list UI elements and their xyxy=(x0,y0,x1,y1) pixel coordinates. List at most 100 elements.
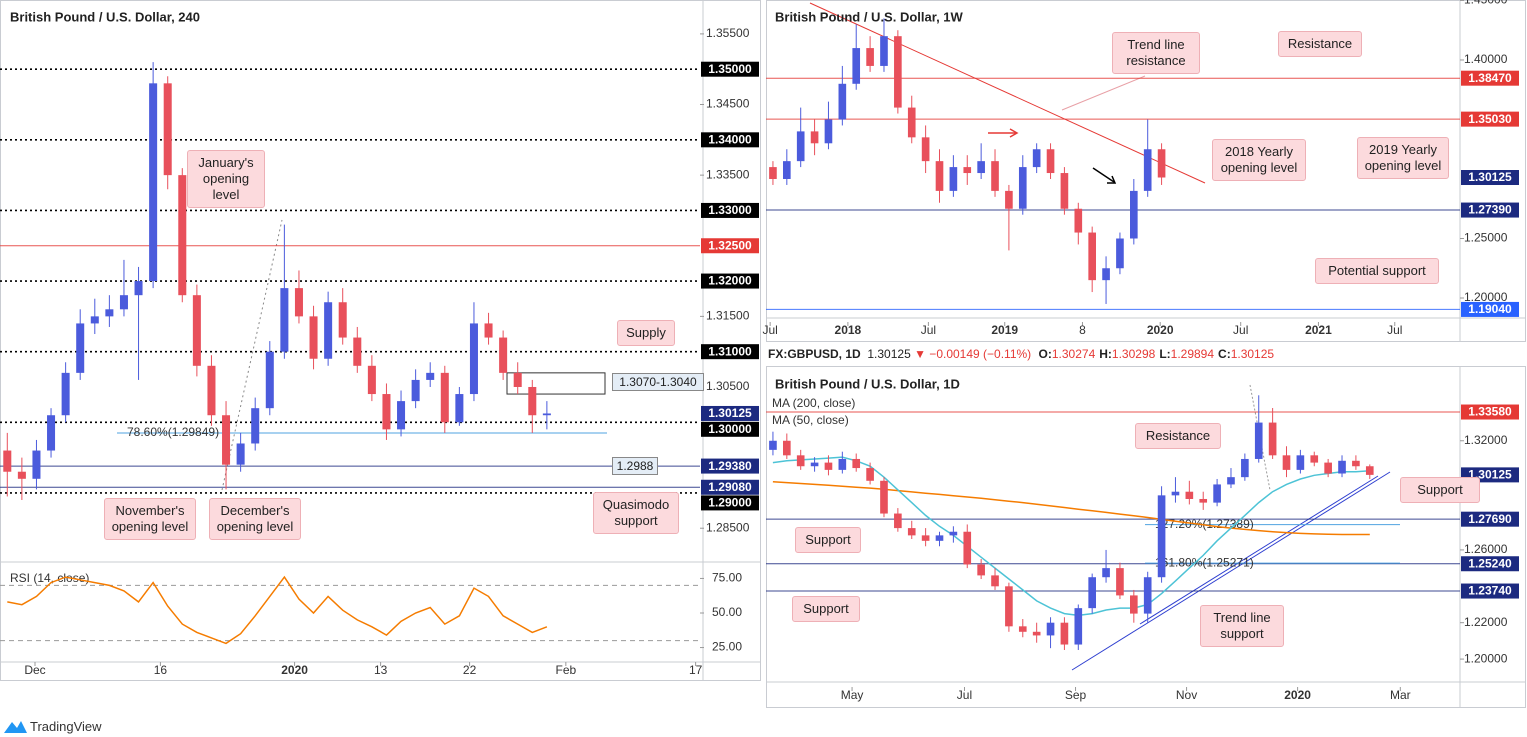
candle-body xyxy=(1032,631,1041,636)
price-label-bg xyxy=(1461,70,1519,86)
legend-entry: MA (200, close) xyxy=(772,396,855,410)
y-tick-label: 1.30500 xyxy=(706,379,750,393)
candle-body xyxy=(1005,190,1013,209)
candle-body xyxy=(367,365,376,395)
y-tick-label: 1.33500 xyxy=(706,167,750,181)
price-label-bg xyxy=(701,479,759,495)
candle-body xyxy=(1296,455,1305,470)
x-tick-label: Sep xyxy=(1065,688,1087,702)
y-tick-label: 1.22000 xyxy=(1464,615,1508,629)
price-label-bg xyxy=(1461,556,1519,572)
candle-body xyxy=(1352,460,1360,467)
fib-label: 78.60%(1.29849) xyxy=(127,425,219,439)
price-label: 1.34000 xyxy=(708,132,752,146)
price-label-bg xyxy=(1461,111,1519,127)
annotation: Potential support xyxy=(1315,258,1439,284)
price-label: 1.31000 xyxy=(708,344,752,358)
panel-frame xyxy=(766,366,1526,708)
annotation: Resistance xyxy=(1278,31,1362,57)
candle-body xyxy=(3,450,12,472)
x-tick-label: Jul xyxy=(1387,323,1402,337)
candle-body xyxy=(991,161,999,191)
candle-body xyxy=(810,462,819,467)
x-tick-label: Feb xyxy=(555,663,576,677)
price-label-bg xyxy=(1461,583,1519,599)
price-label: 1.29380 xyxy=(708,459,752,473)
candle-body xyxy=(963,531,972,565)
candle-body xyxy=(324,302,333,359)
candle-body xyxy=(907,107,916,138)
price-label-bg xyxy=(701,405,759,421)
candle-body xyxy=(769,167,777,179)
brand: TradingView xyxy=(30,719,102,734)
candle-body xyxy=(894,36,902,108)
x-tick-label: 8 xyxy=(1079,323,1086,337)
candle-body xyxy=(852,458,861,469)
annotation: November's opening level xyxy=(104,498,196,540)
rsi-line xyxy=(7,575,548,645)
candle-body xyxy=(921,137,930,162)
price-label-bg xyxy=(1461,301,1519,317)
arrow-head xyxy=(1009,128,1019,138)
ohlc-value: 1.29894 xyxy=(1170,347,1215,361)
x-tick-label: 2021 xyxy=(1305,323,1332,337)
candle-body xyxy=(1199,498,1208,503)
candle-body xyxy=(810,131,819,144)
candle-body xyxy=(1088,232,1096,281)
candle-body xyxy=(838,458,847,470)
annotation: Quasimodo support xyxy=(593,492,679,534)
candle-body xyxy=(426,372,435,380)
x-tick-label: Nov xyxy=(1176,688,1197,702)
candle-body xyxy=(1143,149,1152,191)
rsi-tick-label: 75.00 xyxy=(712,571,742,585)
candle-body xyxy=(1018,167,1027,209)
price-label: 1.25240 xyxy=(1468,556,1512,570)
candle-body xyxy=(1088,577,1096,609)
ma-line xyxy=(772,480,1370,536)
price-label: 1.27390 xyxy=(1468,203,1512,217)
candle-body xyxy=(921,535,930,541)
price-label-bg xyxy=(701,495,759,511)
candle-body xyxy=(977,161,985,174)
price-label-bg xyxy=(1461,404,1519,420)
candle-body xyxy=(1268,422,1277,456)
candle-body xyxy=(1060,622,1069,645)
y-tick-label: 1.32000 xyxy=(1464,433,1508,447)
candle-body xyxy=(134,281,143,296)
annotation: Supply xyxy=(617,320,675,346)
price-label-bg xyxy=(1461,202,1519,218)
candle-body xyxy=(163,83,172,176)
candle-body xyxy=(769,440,777,450)
arrow xyxy=(1092,167,1115,183)
price-label: 1.30000 xyxy=(708,422,752,436)
candle-body xyxy=(411,379,420,402)
chart-title: British Pound / U.S. Dollar, 1D xyxy=(775,376,960,391)
ohlc-value: 1.30125 xyxy=(1230,347,1275,361)
price-label-bg xyxy=(701,132,759,148)
y-tick-label: 1.20000 xyxy=(1464,651,1508,665)
rsi-tick-label: 25.00 xyxy=(712,640,742,654)
candle-body xyxy=(1185,491,1194,499)
annotation: 1.2988 xyxy=(612,457,658,475)
price-label-bg xyxy=(701,202,759,218)
candle-body xyxy=(499,337,508,373)
price-label: 1.30125 xyxy=(1468,170,1512,184)
symbol-header: FX:GBPUSD, 1D 1.30125 ▼ −0.00149 (−0.11%… xyxy=(768,347,1274,361)
rsi-tick-label: 50.00 xyxy=(712,605,742,619)
x-tick-label: Jul xyxy=(921,323,936,337)
price-label: 1.38470 xyxy=(1468,71,1512,85)
candle-body xyxy=(1324,462,1332,474)
candle-body xyxy=(949,167,958,191)
candle-body xyxy=(265,351,274,409)
candle-body xyxy=(824,462,833,470)
annotation: Trend line support xyxy=(1200,605,1284,647)
annotation: Support xyxy=(795,527,861,553)
candle-body xyxy=(1157,495,1166,578)
price-label-bg xyxy=(701,458,759,474)
candle-body xyxy=(783,161,791,179)
candle-body xyxy=(338,302,347,338)
candle-body xyxy=(1102,568,1110,578)
